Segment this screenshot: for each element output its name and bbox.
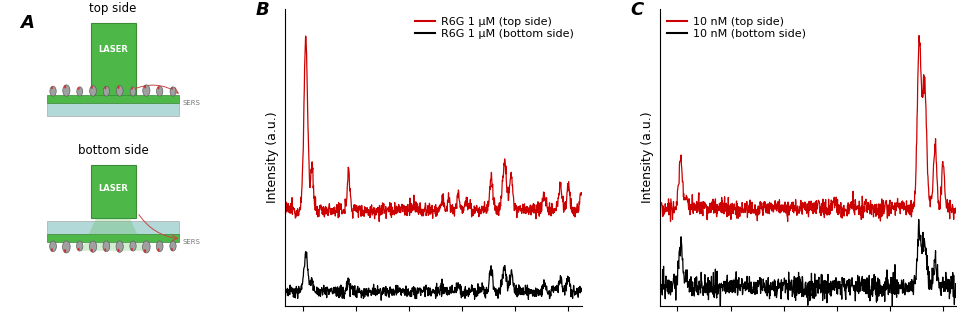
Bar — [47, 95, 179, 103]
Circle shape — [91, 86, 93, 89]
Circle shape — [91, 249, 93, 252]
Circle shape — [104, 248, 106, 251]
Y-axis label: Intensity (a.u.): Intensity (a.u.) — [267, 112, 279, 203]
Circle shape — [76, 87, 83, 96]
Circle shape — [143, 241, 150, 253]
Circle shape — [103, 241, 110, 252]
Circle shape — [170, 241, 176, 251]
Y-axis label: Intensity (a.u.): Intensity (a.u.) — [641, 112, 654, 203]
Circle shape — [144, 249, 146, 253]
Circle shape — [90, 86, 97, 96]
Circle shape — [143, 85, 150, 96]
Text: C: C — [630, 1, 643, 19]
Circle shape — [129, 241, 136, 251]
Circle shape — [76, 241, 83, 251]
Circle shape — [90, 241, 97, 252]
Circle shape — [116, 241, 124, 252]
Polygon shape — [81, 218, 145, 251]
Circle shape — [63, 241, 71, 253]
Circle shape — [51, 248, 53, 251]
Bar — [91, 165, 135, 218]
Bar — [91, 23, 135, 100]
Circle shape — [156, 241, 163, 252]
Bar — [47, 103, 179, 116]
Circle shape — [116, 86, 123, 96]
Circle shape — [156, 86, 163, 96]
Circle shape — [78, 87, 79, 90]
Circle shape — [77, 248, 79, 251]
Circle shape — [130, 87, 136, 96]
Circle shape — [170, 87, 176, 96]
Text: A: A — [20, 14, 34, 32]
Bar — [47, 221, 179, 234]
Circle shape — [49, 241, 56, 252]
Circle shape — [144, 85, 146, 89]
Circle shape — [171, 87, 173, 90]
Circle shape — [131, 248, 133, 251]
Text: B: B — [255, 1, 269, 19]
Text: SERS: SERS — [183, 100, 200, 106]
Circle shape — [51, 86, 53, 89]
Circle shape — [50, 86, 56, 96]
Circle shape — [103, 86, 109, 96]
Bar — [47, 234, 179, 242]
Circle shape — [104, 86, 106, 89]
Text: SERS: SERS — [183, 239, 200, 245]
Text: top side: top side — [89, 3, 137, 15]
Circle shape — [118, 86, 120, 89]
Legend: R6G 1 μM (top side), R6G 1 μM (bottom side): R6G 1 μM (top side), R6G 1 μM (bottom si… — [413, 15, 576, 41]
Circle shape — [63, 85, 70, 96]
Text: LASER: LASER — [99, 45, 128, 54]
Legend: 10 nM (top side), 10 nM (bottom side): 10 nM (top side), 10 nM (bottom side) — [666, 15, 809, 41]
Circle shape — [131, 87, 133, 90]
Circle shape — [157, 248, 159, 251]
Circle shape — [157, 86, 159, 89]
Circle shape — [118, 249, 120, 252]
Circle shape — [171, 248, 173, 251]
Circle shape — [64, 249, 67, 253]
Circle shape — [64, 85, 67, 89]
Text: LASER: LASER — [99, 184, 128, 193]
Text: bottom side: bottom side — [77, 145, 149, 158]
